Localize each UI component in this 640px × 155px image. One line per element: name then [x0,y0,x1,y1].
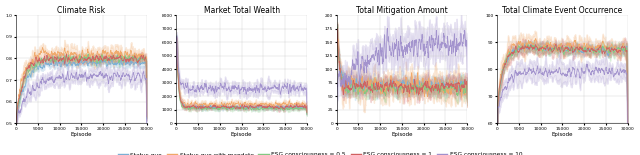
X-axis label: Episode: Episode [391,132,413,137]
Title: Total Climate Event Occurrence: Total Climate Event Occurrence [502,6,623,15]
X-axis label: Episode: Episode [70,132,92,137]
Legend: Status quo, Status quo with mandate, ESG consciousness = 0.5, ESG consciousness : Status quo, Status quo with mandate, ESG… [115,150,525,155]
Title: Total Mitigation Amount: Total Mitigation Amount [356,6,448,15]
Title: Market Total Wealth: Market Total Wealth [204,6,280,15]
Title: Climate Risk: Climate Risk [57,6,106,15]
X-axis label: Episode: Episode [231,132,252,137]
X-axis label: Episode: Episode [552,132,573,137]
